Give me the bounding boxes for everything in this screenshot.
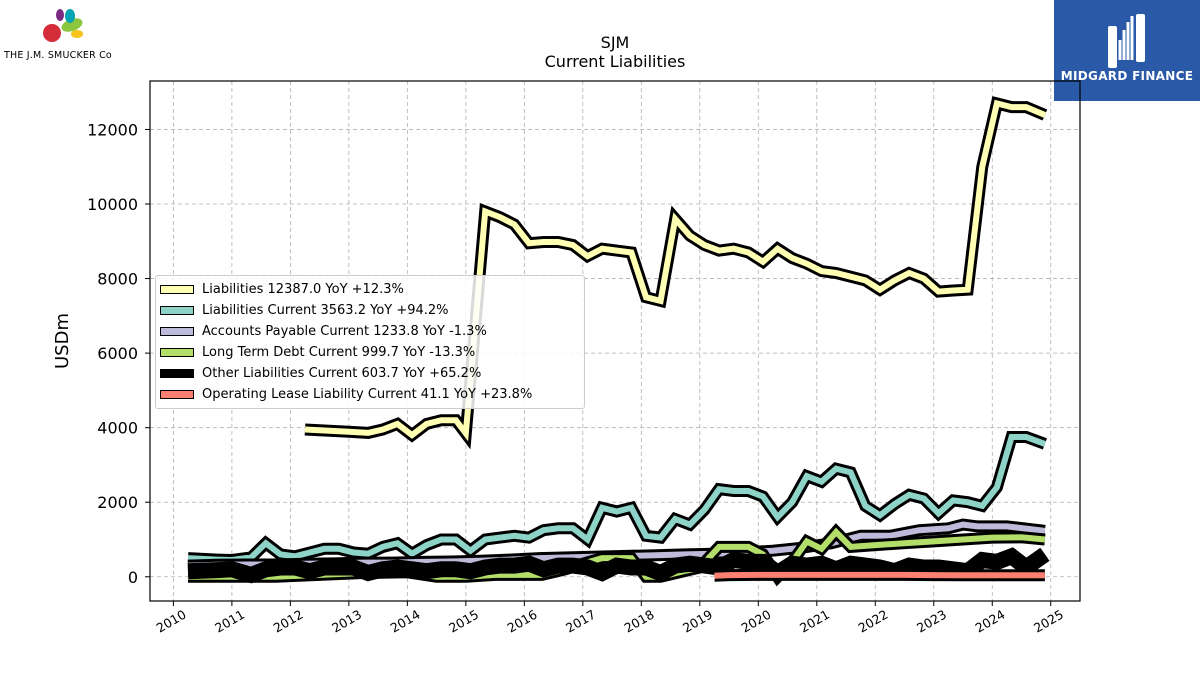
legend-swatch — [160, 305, 194, 315]
series-5-group — [714, 568, 1045, 582]
legend-label: Liabilities 12387.0 YoY +12.3% — [202, 281, 404, 297]
y-tick-label: 0 — [128, 568, 138, 587]
series-1-group — [187, 431, 1047, 567]
plot-frame — [149, 80, 1081, 602]
series-lines — [187, 96, 1050, 587]
x-tick-label: 2015 — [446, 607, 481, 636]
y-tick-label: 4000 — [97, 419, 138, 438]
series-5-line — [714, 571, 1045, 579]
legend-label: Other Liabilities Current 603.7 YoY +65.… — [202, 365, 482, 381]
legend-item: Long Term Debt Current 999.7 YoY -13.3% — [160, 342, 475, 362]
midgard-finance-logo: MIDGARD FINANCE — [1054, 0, 1200, 101]
x-tick-label: 2022 — [856, 607, 891, 636]
y-tick-label: 6000 — [97, 344, 138, 363]
series-0-line — [304, 99, 1047, 442]
y-tick-label: 12000 — [87, 120, 138, 139]
y-axis-label: USDm — [52, 313, 73, 369]
x-tick-label: 2016 — [505, 607, 540, 636]
legend-swatch — [160, 347, 194, 357]
series-1-line — [187, 434, 1046, 564]
chart-legend: Liabilities 12387.0 YoY +12.3% Liabilitie… — [155, 275, 585, 409]
x-tick-label: 2021 — [797, 607, 832, 636]
legend-item: Liabilities 12387.0 YoY +12.3% — [160, 279, 404, 299]
x-tick-label: 2019 — [680, 607, 715, 636]
legend-label: Liabilities Current 3563.2 YoY +94.2% — [202, 302, 449, 318]
x-tick-label: 2020 — [739, 607, 774, 636]
x-tick-label: 2023 — [914, 607, 949, 636]
series-4-group — [187, 547, 1050, 584]
legend-swatch — [160, 284, 194, 294]
midgard-emblem-icon — [1108, 14, 1145, 68]
x-tick-label: 2012 — [271, 607, 306, 636]
x-tick-label: 2017 — [563, 607, 598, 636]
x-tick-label: 2014 — [388, 607, 423, 636]
x-tick-label: 2024 — [972, 607, 1007, 636]
legend-item: Other Liabilities Current 603.7 YoY +65.… — [160, 363, 481, 383]
x-tick-label: 2011 — [212, 607, 247, 636]
legend-label: Long Term Debt Current 999.7 YoY -13.3% — [202, 344, 476, 360]
legend-item: Liabilities Current 3563.2 YoY +94.2% — [160, 300, 449, 320]
legend-item: Accounts Payable Current 1233.8 YoY -1.3… — [160, 321, 487, 341]
x-tick-label: 2018 — [622, 607, 657, 636]
legend-item: Operating Lease Liability Current 41.1 Y… — [160, 384, 532, 404]
series-0-group — [304, 96, 1048, 450]
series-4-line — [187, 550, 1048, 581]
smucker-logo-text: THE J.M. SMUCKER Co — [4, 50, 112, 61]
legend-label: Operating Lease Liability Current 41.1 Y… — [202, 386, 533, 402]
legend-swatch — [160, 389, 194, 399]
x-tick-label: 2025 — [1031, 607, 1066, 636]
fruit-logo-icon — [43, 9, 83, 42]
chart-title: SJM — [600, 33, 630, 52]
legend-swatch — [160, 368, 194, 378]
smucker-logo: THE J.M. SMUCKER Co — [4, 4, 124, 66]
x-tick-label: 2013 — [329, 607, 364, 636]
chart-subtitle: Current Liabilities — [544, 52, 686, 71]
y-tick-label: 2000 — [97, 493, 138, 512]
y-tick-label: 8000 — [97, 270, 138, 289]
x-tick-label: 2010 — [154, 607, 189, 636]
midgard-logo-text: MIDGARD FINANCE — [1060, 69, 1194, 83]
y-tick-label: 10000 — [87, 195, 138, 214]
legend-label: Accounts Payable Current 1233.8 YoY -1.3… — [202, 323, 487, 339]
legend-swatch — [160, 326, 194, 336]
